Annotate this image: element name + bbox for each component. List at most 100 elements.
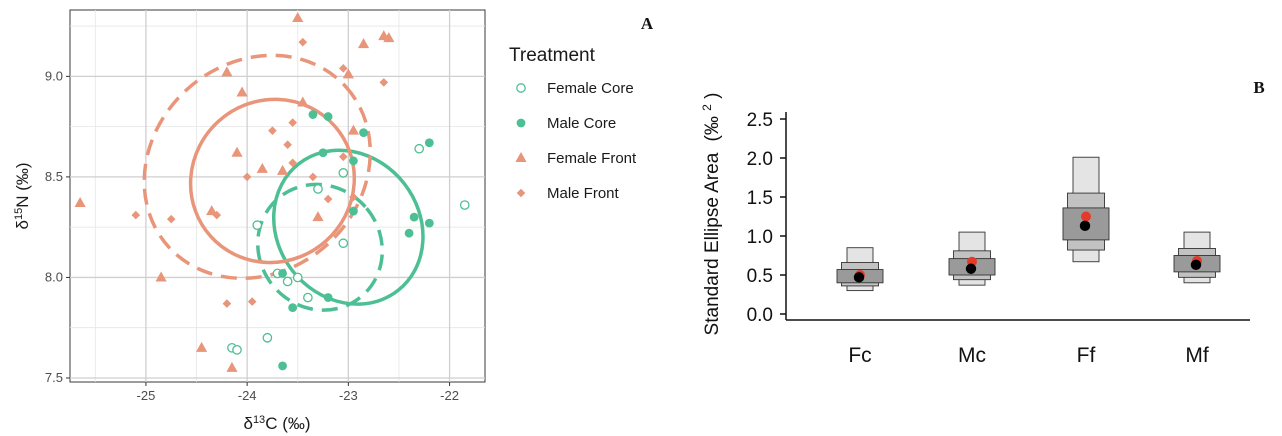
point-female-front xyxy=(155,271,167,282)
ellipse-male-core xyxy=(271,148,425,306)
b-y-tick-label: 1.0 xyxy=(747,227,773,248)
point-male-core xyxy=(359,128,368,138)
point-male-core xyxy=(349,206,358,216)
point-female-front xyxy=(221,66,233,77)
panel-b-label: B xyxy=(1253,78,1264,97)
point-female-core xyxy=(252,220,263,231)
point-male-core xyxy=(278,361,287,371)
panel-a-y-ticks: 7.5 8.0 8.5 9.0 xyxy=(45,68,70,385)
ml-estimate-dot-ff xyxy=(1081,211,1091,222)
category-label-mc: Mc xyxy=(958,344,986,367)
point-female-front xyxy=(195,341,208,352)
point-female-core xyxy=(303,292,313,303)
point-female-core xyxy=(459,200,470,210)
y-tick-label: 7.5 xyxy=(45,370,63,385)
legend-marker-female-core xyxy=(516,83,526,93)
point-male-front xyxy=(268,126,277,135)
point-male-core xyxy=(409,212,419,222)
point-male-core xyxy=(404,228,414,238)
panel-a-points xyxy=(74,12,470,372)
panel-a-ellipses xyxy=(142,53,425,312)
y-tick-label: 8.0 xyxy=(45,269,63,284)
panel-a-x-axis-title: δ13C (‰) xyxy=(243,414,310,433)
mode-dot-ff xyxy=(1079,220,1091,232)
b-y-tick-label: 0.5 xyxy=(747,266,773,287)
point-female-core xyxy=(232,344,242,355)
x-tick-label: -25 xyxy=(137,388,156,403)
point-female-front xyxy=(378,30,390,41)
point-male-core xyxy=(323,112,333,121)
point-female-front xyxy=(206,205,218,216)
b-y-tick-label: 1.5 xyxy=(747,188,773,209)
y-tick-label: 9.0 xyxy=(45,68,63,83)
point-male-core xyxy=(424,138,434,148)
b-y-tick-label: 2.5 xyxy=(747,110,773,131)
point-male-front xyxy=(166,214,176,224)
point-male-front xyxy=(323,194,333,204)
panel-b-y-axis-unit: (‰ xyxy=(702,116,723,141)
point-male-front xyxy=(338,64,348,73)
point-male-front xyxy=(379,78,389,87)
point-female-front xyxy=(342,68,354,79)
point-female-front xyxy=(231,146,243,157)
point-female-front xyxy=(74,197,86,208)
legend-marker-male-core xyxy=(516,118,526,128)
point-female-front xyxy=(347,124,360,135)
category-label-fc: Fc xyxy=(848,344,871,367)
legend-label-female-core: Female Core xyxy=(547,80,634,97)
panel-a-legend: Treatment Female Core Male Core Female Fro… xyxy=(509,45,637,202)
point-male-front xyxy=(222,299,232,308)
panel-a-x-ticks: -25 -24 -23 -22 xyxy=(137,382,459,403)
legend-label-male-front: Male Front xyxy=(547,185,620,202)
point-female-front xyxy=(292,12,304,23)
panel-b: 0.0 0.5 1.0 1.5 2.0 2.5 Fc Mc Ff Mf Standard Ell… xyxy=(700,78,1265,367)
point-male-front xyxy=(288,158,297,168)
x-tick-label: -22 xyxy=(440,388,459,403)
point-male-core xyxy=(288,303,298,312)
legend-marker-male-front xyxy=(516,188,526,198)
point-female-core xyxy=(414,143,425,154)
point-female-core xyxy=(282,276,293,287)
point-female-front xyxy=(226,361,238,372)
panel-a-label: A xyxy=(641,14,654,33)
panel-b-interval-boxes xyxy=(836,156,1221,292)
point-male-core xyxy=(308,110,318,119)
point-female-front xyxy=(357,38,370,49)
x-tick-label: -23 xyxy=(339,388,358,403)
point-male-front xyxy=(283,140,292,150)
b-y-tick-label: 0.0 xyxy=(747,305,773,326)
panel-b-y-axis-title-text: Standard Ellipse Area xyxy=(702,152,723,335)
point-male-front xyxy=(298,37,308,47)
point-female-front xyxy=(236,86,248,97)
panel-b-y-axis-unit-close: ) xyxy=(702,93,723,99)
point-female-front xyxy=(297,96,309,107)
mode-dot-mf xyxy=(1190,259,1202,271)
legend-title: Treatment xyxy=(509,45,596,66)
x-tick-label: -24 xyxy=(238,388,257,403)
mode-dot-mc xyxy=(965,263,977,274)
panel-a: -25 -24 -23 -22 7.5 8.0 8.5 9.0 δ13C (‰) δ15N … xyxy=(13,9,654,433)
point-male-front xyxy=(247,297,257,306)
point-female-core xyxy=(313,184,323,194)
ellipse-female-front xyxy=(142,53,373,281)
point-male-front xyxy=(242,172,252,182)
point-female-front xyxy=(276,164,289,175)
svg-text:Standard Ellipse Area: Standard Ellipse Area (‰ 2 ) xyxy=(700,93,723,336)
legend-label-female-front: Female Front xyxy=(547,150,637,167)
point-male-core xyxy=(349,156,358,166)
point-female-core xyxy=(292,272,303,283)
legend-marker-female-front xyxy=(515,152,527,162)
panel-b-y-ticks: 0.0 0.5 1.0 1.5 2.0 2.5 xyxy=(747,110,786,326)
point-male-front xyxy=(308,172,318,182)
panel-b-y-axis-title: Standard Ellipse Area (‰ 2 ) xyxy=(700,93,723,336)
y-tick-label: 8.5 xyxy=(45,169,63,184)
point-male-front xyxy=(212,210,222,220)
point-male-core xyxy=(278,269,287,278)
point-female-core xyxy=(338,238,349,249)
category-label-mf: Mf xyxy=(1185,344,1208,367)
category-label-ff: Ff xyxy=(1077,344,1096,367)
point-male-core xyxy=(424,218,434,228)
panel-b-category-labels: Fc Mc Ff Mf xyxy=(848,344,1208,367)
point-male-front xyxy=(338,152,348,162)
